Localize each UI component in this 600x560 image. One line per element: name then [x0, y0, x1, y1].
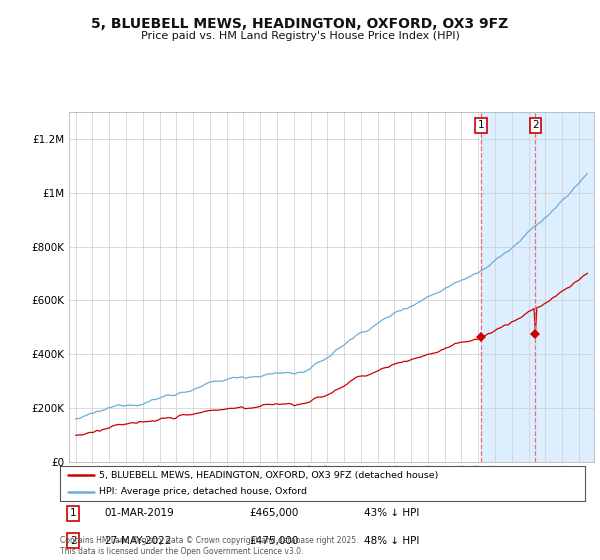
- Text: £475,000: £475,000: [249, 536, 298, 546]
- Text: HPI: Average price, detached house, Oxford: HPI: Average price, detached house, Oxfo…: [100, 487, 307, 496]
- Text: Contains HM Land Registry data © Crown copyright and database right 2025.
This d: Contains HM Land Registry data © Crown c…: [60, 536, 359, 556]
- FancyBboxPatch shape: [60, 466, 585, 501]
- Bar: [481, 112, 600, 462]
- Text: 48% ↓ HPI: 48% ↓ HPI: [365, 536, 420, 546]
- Text: £465,000: £465,000: [249, 508, 298, 518]
- Text: 1: 1: [70, 508, 76, 518]
- Text: 01-MAR-2019: 01-MAR-2019: [104, 508, 175, 518]
- Text: 2: 2: [532, 120, 539, 130]
- Text: Price paid vs. HM Land Registry's House Price Index (HPI): Price paid vs. HM Land Registry's House …: [140, 31, 460, 41]
- Text: 5, BLUEBELL MEWS, HEADINGTON, OXFORD, OX3 9FZ (detached house): 5, BLUEBELL MEWS, HEADINGTON, OXFORD, OX…: [100, 471, 439, 480]
- Text: 1: 1: [478, 120, 484, 130]
- Text: 27-MAY-2022: 27-MAY-2022: [104, 536, 172, 546]
- Text: 5, BLUEBELL MEWS, HEADINGTON, OXFORD, OX3 9FZ: 5, BLUEBELL MEWS, HEADINGTON, OXFORD, OX…: [91, 17, 509, 31]
- Text: 43% ↓ HPI: 43% ↓ HPI: [365, 508, 420, 518]
- Text: 2: 2: [70, 536, 76, 546]
